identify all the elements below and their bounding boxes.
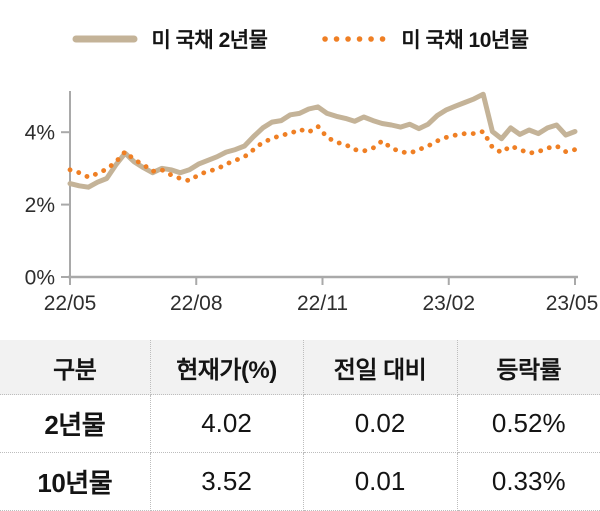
legend-item-2y: 미 국채 2년물 [71, 24, 268, 54]
x-tick-label: 22/11 [297, 292, 348, 315]
solid-line-swatch-icon [72, 35, 138, 43]
row-label-2y: 2년물 [0, 394, 151, 453]
summary-table: 구분 현재가(%) 전일 대비 등락률 2년물 4.02 0.02 0.52% … [0, 340, 600, 511]
y-tick-label: 4% [25, 122, 55, 145]
x-tick-label: 22/05 [44, 292, 97, 315]
header-cell-current: 현재가(%) [150, 340, 304, 395]
chart-legend: 미 국채 2년물 미 국채 10년물 [0, 24, 600, 54]
cell-2y-change-rate: 0.52% [457, 394, 600, 453]
header-cell-category: 구분 [0, 340, 151, 395]
legend-label-10y: 미 국채 10년물 [401, 29, 529, 52]
cell-10y-change-rate: 0.33% [457, 452, 600, 511]
y-tick-label: 2% [25, 194, 55, 217]
x-tick-label: 23/05 [546, 292, 599, 315]
row-label-10y: 10년물 [0, 452, 151, 511]
header-cell-change-rate: 등락률 [457, 340, 600, 395]
series-line-10y [67, 124, 578, 184]
legend-item-10y: 미 국채 10년물 [319, 24, 529, 54]
dotted-line-swatch-icon [322, 36, 389, 42]
table-row-10y: 10년물 3.52 0.01 0.33% [0, 452, 600, 511]
legend-label-2y: 미 국채 2년물 [151, 29, 268, 52]
x-tick-label: 23/02 [422, 292, 475, 315]
yield-chart: 4% 2% 0%22/05 22/08 22/11 23/02 23/05 [25, 91, 599, 315]
table-header-row: 구분 현재가(%) 전일 대비 등락률 [0, 340, 600, 395]
cell-2y-day-change: 0.02 [303, 394, 458, 453]
header-cell-day-change: 전일 대비 [303, 340, 458, 395]
x-tick-label: 22/08 [170, 292, 223, 315]
cell-10y-day-change: 0.01 [303, 452, 458, 511]
y-tick-label: 0% [25, 267, 55, 290]
table-row-2y: 2년물 4.02 0.02 0.52% [0, 394, 600, 453]
series-line-2y [67, 91, 578, 190]
cell-10y-current: 3.52 [150, 452, 304, 511]
cell-2y-current: 4.02 [150, 394, 304, 453]
